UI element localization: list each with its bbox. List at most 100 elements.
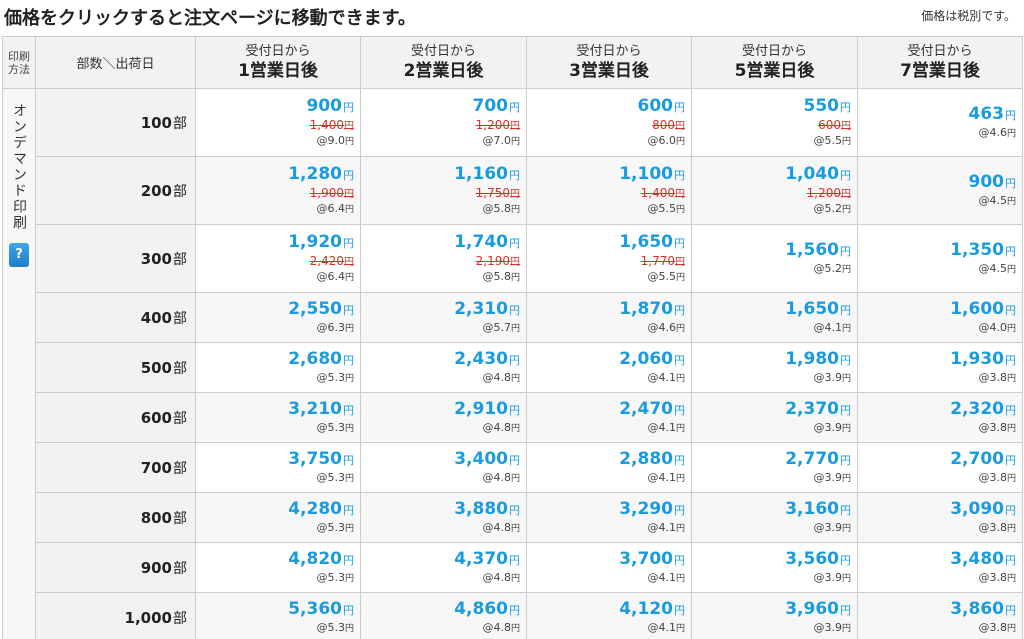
price-value[interactable]: 1,100 — [619, 164, 673, 184]
price-link[interactable]: 5,360円 — [196, 599, 354, 621]
price-link[interactable]: 2,550円 — [196, 299, 354, 321]
price-cell[interactable]: 3,090円 @3.8円 — [857, 492, 1023, 543]
price-link[interactable]: 1,870円 — [527, 299, 685, 321]
price-cell[interactable]: 4,860円 @4.8円 — [360, 592, 527, 639]
price-value[interactable]: 4,860 — [454, 599, 508, 619]
price-link[interactable]: 2,680円 — [196, 349, 354, 371]
price-value[interactable]: 4,820 — [288, 549, 342, 569]
price-value[interactable]: 3,210 — [288, 399, 342, 419]
price-link[interactable]: 3,290円 — [527, 499, 685, 521]
price-cell[interactable]: 3,400円 @4.8円 — [360, 442, 527, 493]
price-cell[interactable]: 3,160円 @3.9円 — [691, 492, 858, 543]
price-cell[interactable]: 3,750円 @5.3円 — [195, 442, 361, 493]
price-cell[interactable]: 2,880円 @4.1円 — [526, 442, 692, 493]
price-value[interactable]: 2,680 — [288, 349, 342, 369]
price-cell[interactable]: 2,700円 @3.8円 — [857, 442, 1023, 493]
price-value[interactable]: 2,320 — [950, 399, 1004, 419]
price-link[interactable]: 1,920円 — [196, 232, 354, 254]
price-cell[interactable]: 3,560円 @3.9円 — [691, 542, 858, 593]
price-link[interactable]: 2,470円 — [527, 399, 685, 421]
price-cell[interactable]: 1,650円 1,770円 @5.5円 — [526, 224, 692, 293]
price-value[interactable]: 1,920 — [288, 232, 342, 252]
price-link[interactable]: 2,310円 — [361, 299, 520, 321]
price-link[interactable]: 4,280円 — [196, 499, 354, 521]
price-value[interactable]: 700 — [472, 96, 509, 116]
price-cell[interactable]: 550円 600円 @5.5円 — [691, 88, 858, 157]
price-link[interactable]: 2,880円 — [527, 449, 685, 471]
price-link[interactable]: 3,880円 — [361, 499, 520, 521]
price-cell[interactable]: 1,740円 2,190円 @5.8円 — [360, 224, 527, 293]
price-value[interactable]: 3,700 — [619, 549, 673, 569]
price-link[interactable]: 1,560円 — [692, 240, 851, 262]
price-link[interactable]: 4,860円 — [361, 599, 520, 621]
price-value[interactable]: 4,370 — [454, 549, 508, 569]
price-link[interactable]: 3,160円 — [692, 499, 851, 521]
price-value[interactable]: 1,160 — [454, 164, 508, 184]
price-cell[interactable]: 700円 1,200円 @7.0円 — [360, 88, 527, 157]
price-cell[interactable]: 1,980円 @3.9円 — [691, 342, 858, 393]
price-link[interactable]: 3,090円 — [858, 499, 1016, 521]
price-value[interactable]: 2,550 — [288, 299, 342, 319]
price-value[interactable]: 2,470 — [619, 399, 673, 419]
price-value[interactable]: 4,120 — [619, 599, 673, 619]
price-cell[interactable]: 3,960円 @3.9円 — [691, 592, 858, 639]
price-link[interactable]: 1,980円 — [692, 349, 851, 371]
price-value[interactable]: 2,910 — [454, 399, 508, 419]
price-cell[interactable]: 3,210円 @5.3円 — [195, 392, 361, 443]
price-link[interactable]: 3,210円 — [196, 399, 354, 421]
price-value[interactable]: 2,060 — [619, 349, 673, 369]
price-link[interactable]: 2,430円 — [361, 349, 520, 371]
price-link[interactable]: 3,750円 — [196, 449, 354, 471]
price-value[interactable]: 2,430 — [454, 349, 508, 369]
price-cell[interactable]: 900円 @4.5円 — [857, 156, 1023, 225]
price-value[interactable]: 900 — [968, 172, 1005, 192]
price-link[interactable]: 1,160円 — [361, 164, 520, 186]
price-value[interactable]: 1,350 — [950, 240, 1004, 260]
price-cell[interactable]: 3,700円 @4.1円 — [526, 542, 692, 593]
price-cell[interactable]: 1,160円 1,750円 @5.8円 — [360, 156, 527, 225]
price-cell[interactable]: 1,600円 @4.0円 — [857, 292, 1023, 343]
price-link[interactable]: 2,700円 — [858, 449, 1016, 471]
price-value[interactable]: 1,650 — [785, 299, 839, 319]
price-cell[interactable]: 2,770円 @3.9円 — [691, 442, 858, 493]
price-link[interactable]: 3,860円 — [858, 599, 1016, 621]
price-value[interactable]: 4,280 — [288, 499, 342, 519]
price-link[interactable]: 900円 — [196, 96, 355, 118]
price-link[interactable]: 4,370円 — [361, 549, 520, 571]
price-value[interactable]: 3,480 — [950, 549, 1004, 569]
price-cell[interactable]: 4,120円 @4.1円 — [526, 592, 692, 639]
price-cell[interactable]: 5,360円 @5.3円 — [195, 592, 361, 639]
price-link[interactable]: 1,350円 — [858, 240, 1016, 262]
price-link[interactable]: 4,120円 — [527, 599, 685, 621]
price-cell[interactable]: 2,430円 @4.8円 — [360, 342, 527, 393]
price-cell[interactable]: 2,550円 @6.3円 — [195, 292, 361, 343]
price-value[interactable]: 1,650 — [619, 232, 673, 252]
price-value[interactable]: 3,750 — [288, 449, 342, 469]
price-link[interactable]: 3,400円 — [361, 449, 520, 471]
price-value[interactable]: 3,400 — [454, 449, 508, 469]
price-cell[interactable]: 3,290円 @4.1円 — [526, 492, 692, 543]
price-value[interactable]: 2,310 — [454, 299, 508, 319]
price-cell[interactable]: 3,860円 @3.8円 — [857, 592, 1023, 639]
price-value[interactable]: 2,770 — [785, 449, 839, 469]
price-value[interactable]: 3,160 — [785, 499, 839, 519]
price-link[interactable]: 1,650円 — [692, 299, 851, 321]
price-cell[interactable]: 1,280円 1,900円 @6.4円 — [195, 156, 361, 225]
price-link[interactable]: 463円 — [858, 104, 1017, 126]
price-link[interactable]: 2,370円 — [692, 399, 851, 421]
price-link[interactable]: 2,320円 — [858, 399, 1016, 421]
price-link[interactable]: 1,040円 — [692, 164, 851, 186]
price-link[interactable]: 700円 — [361, 96, 521, 118]
price-cell[interactable]: 1,350円 @4.5円 — [857, 224, 1023, 293]
price-value[interactable]: 1,740 — [454, 232, 508, 252]
price-cell[interactable]: 2,370円 @3.9円 — [691, 392, 858, 443]
price-cell[interactable]: 2,470円 @4.1円 — [526, 392, 692, 443]
price-cell[interactable]: 2,680円 @5.3円 — [195, 342, 361, 393]
price-link[interactable]: 1,100円 — [527, 164, 685, 186]
price-value[interactable]: 3,290 — [619, 499, 673, 519]
price-cell[interactable]: 4,820円 @5.3円 — [195, 542, 361, 593]
price-value[interactable]: 1,040 — [785, 164, 839, 184]
price-cell[interactable]: 4,280円 @5.3円 — [195, 492, 361, 543]
price-link[interactable]: 2,910円 — [361, 399, 520, 421]
price-link[interactable]: 1,280円 — [196, 164, 354, 186]
